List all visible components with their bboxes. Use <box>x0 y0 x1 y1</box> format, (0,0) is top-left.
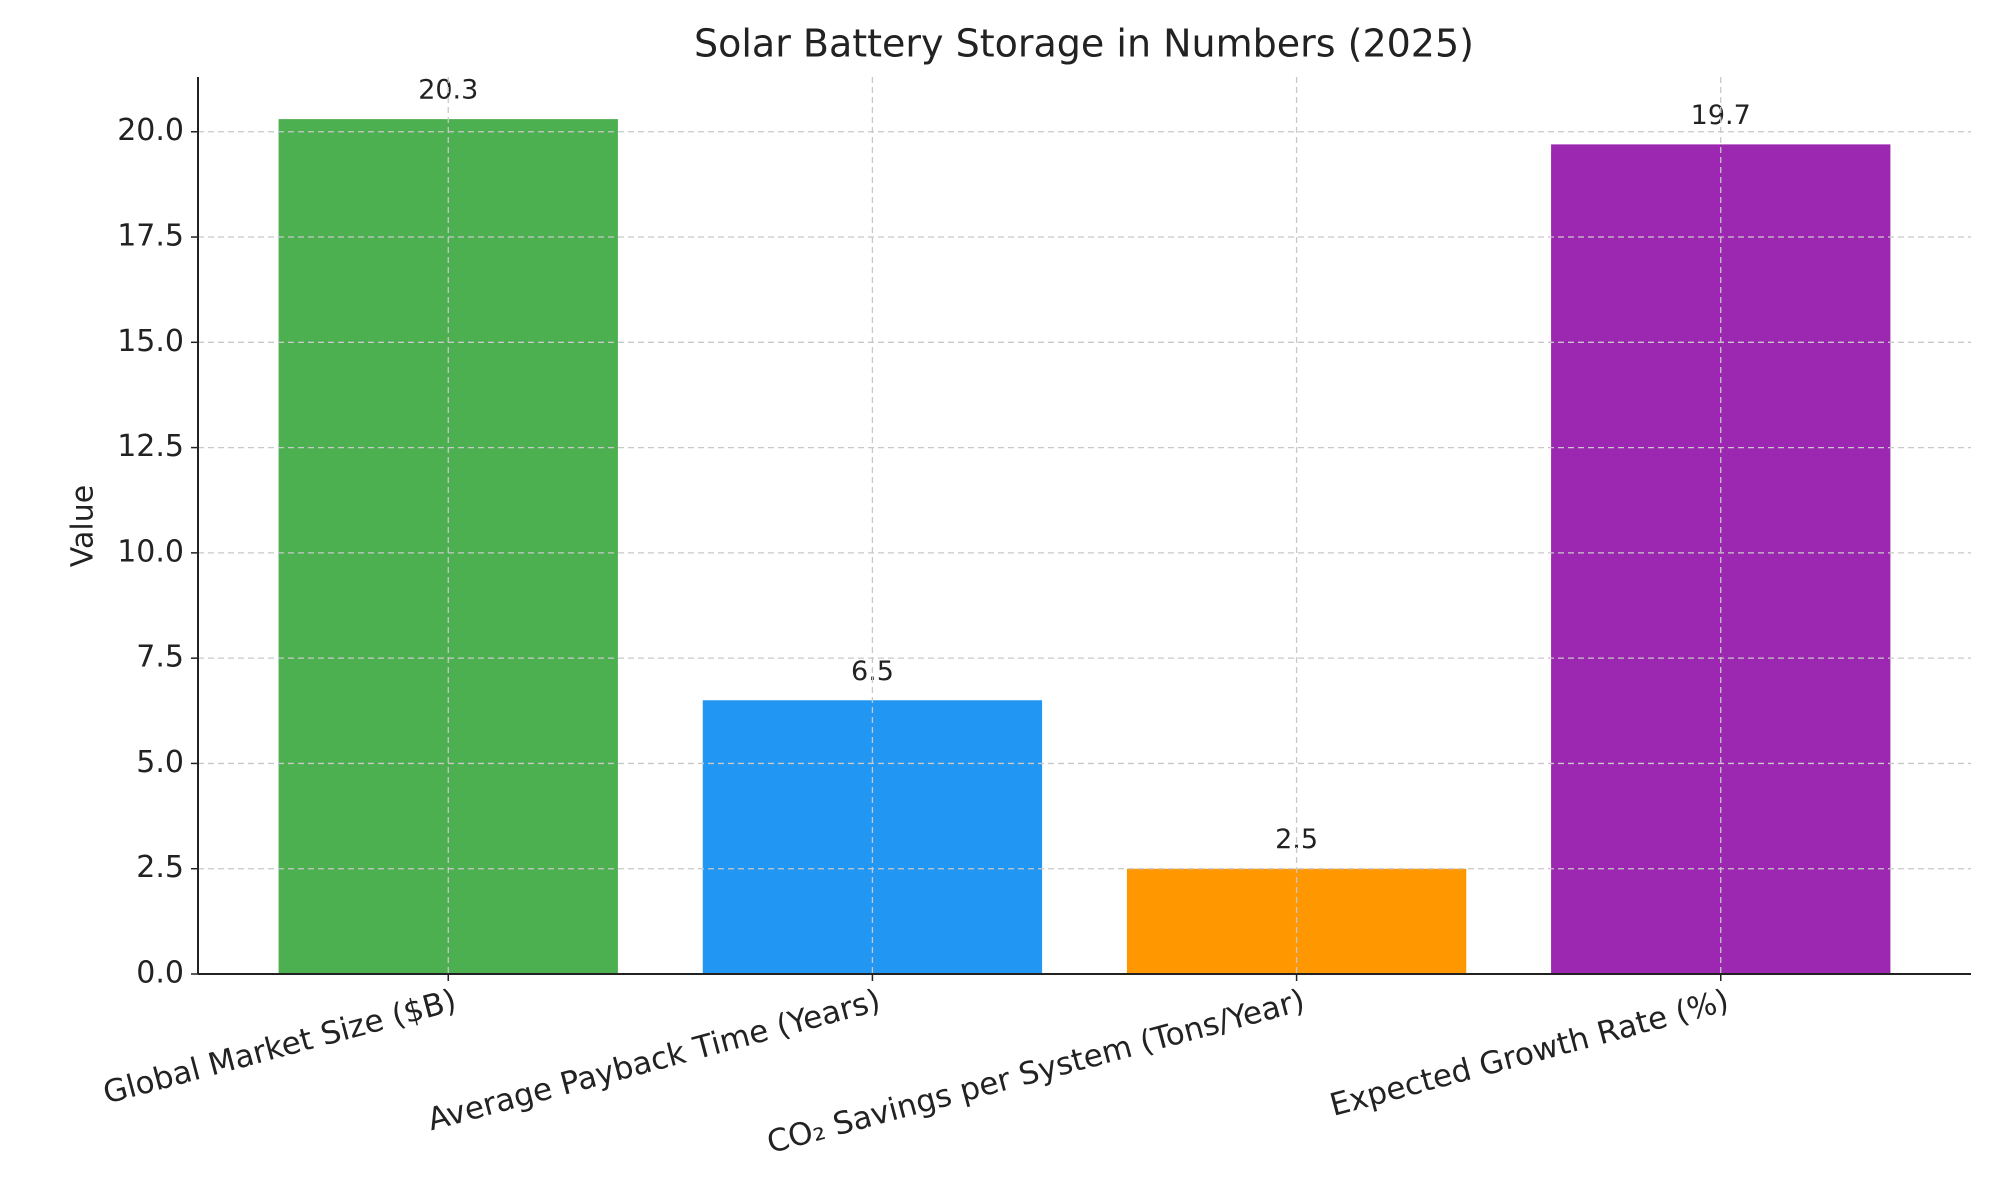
x-tick-label: Expected Growth Rate (%) <box>1326 983 1732 1124</box>
y-tick-label: 12.5 <box>117 429 184 464</box>
y-tick-label: 5.0 <box>136 745 184 780</box>
x-tick-label: Global Market Size ($B) <box>99 983 460 1112</box>
y-tick-label: 2.5 <box>136 850 184 885</box>
y-tick-label: 7.5 <box>136 640 184 675</box>
y-tick-label: 0.0 <box>136 956 184 991</box>
y-tick-label: 17.5 <box>117 219 184 254</box>
chart-title: Solar Battery Storage in Numbers (2025) <box>694 22 1474 66</box>
y-tick-label: 20.0 <box>117 113 184 148</box>
y-tick-label: 10.0 <box>117 534 184 569</box>
y-tick-label: 15.0 <box>117 324 184 359</box>
value-label: 19.7 <box>1691 100 1751 131</box>
y-axis-label: Value <box>66 485 101 567</box>
